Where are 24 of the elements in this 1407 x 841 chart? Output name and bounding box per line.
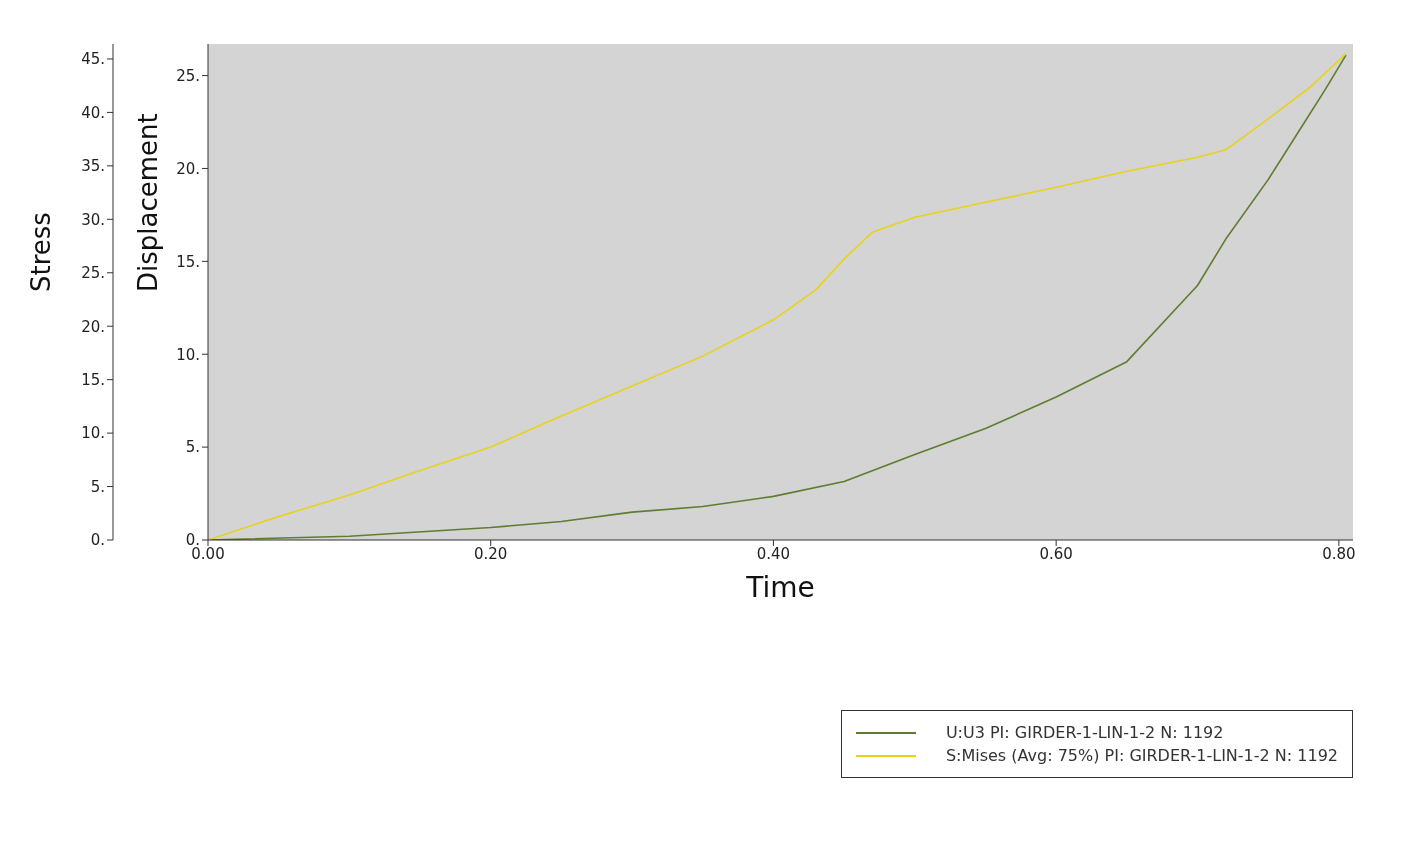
y-tick-label: 5. — [185, 438, 200, 457]
y2-tick-label: 40. — [81, 103, 105, 122]
x-tick-label: 0.20 — [474, 544, 508, 563]
legend-label: U:U3 PI: GIRDER-1-LIN-1-2 N: 1192 — [945, 723, 1224, 742]
y2-tick-label: 35. — [81, 157, 105, 176]
y2-tick-label: 15. — [81, 370, 105, 389]
y2-tick-label: 45. — [81, 50, 105, 69]
x-tick-label: 0.60 — [1039, 544, 1073, 563]
y-tick-label: 25. — [176, 66, 200, 85]
y2-axis-title: Stress — [26, 212, 57, 292]
legend-label: S:Mises (Avg: 75%) PI: GIRDER-1-LIN-1-2 N: 1192 — [945, 746, 1338, 765]
y2-tick-label: 5. — [90, 477, 105, 496]
x-tick-label: 0.40 — [756, 544, 791, 563]
y-axis-title: Displacement — [133, 113, 164, 292]
y2-tick-label: 10. — [81, 424, 105, 443]
y2-tick-label: 30. — [81, 210, 105, 229]
x-tick-label: 0.80 — [1322, 544, 1356, 563]
y2-tick-label: 0. — [90, 531, 105, 550]
y-tick-label: 20. — [176, 159, 200, 178]
y2-tick-label: 20. — [81, 317, 105, 336]
x-axis-title: Time — [745, 570, 815, 604]
y-tick-label: 10. — [176, 345, 200, 364]
y-tick-label: 15. — [176, 252, 200, 271]
y2-tick-label: 25. — [81, 264, 105, 283]
